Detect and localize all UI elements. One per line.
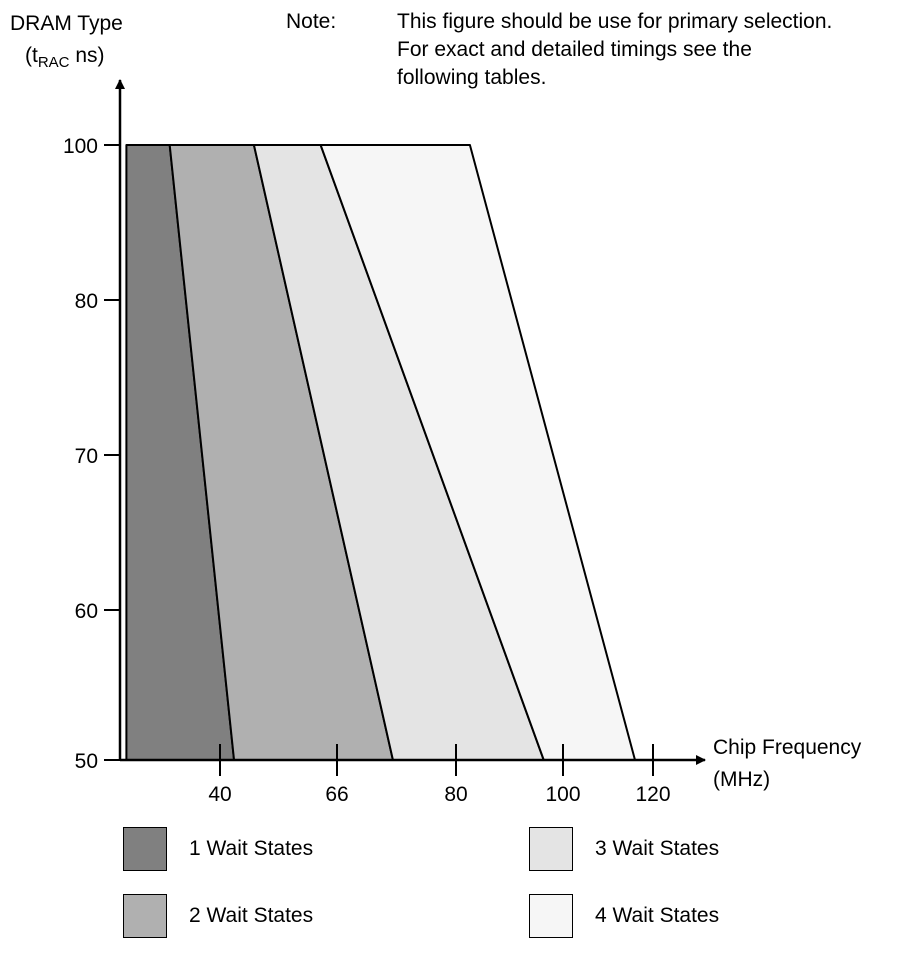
y-axis-label-tail: ns) [70,44,105,67]
x-tick-label: 120 [635,783,670,806]
y-axis-label-main: (t [25,44,38,67]
legend-label-1: 1 Wait States [189,837,314,860]
x-tick-label: 80 [444,783,467,806]
legend-swatch-4 [529,894,573,938]
legend-label-3: 3 Wait States [595,837,720,860]
y-tick-label: 50 [75,750,98,773]
legend-label-2: 2 Wait States [189,904,314,927]
legend-swatch-1 [123,827,167,871]
wait-state-regions [125,144,636,761]
note-line-1: This figure should be use for primary se… [397,10,833,33]
axes [115,79,706,765]
note-line-3: following tables. [397,66,547,89]
note-line-2: For exact and detailed timings see the [397,38,752,61]
x-tick-label: 66 [325,783,348,806]
x-axis-label-line2: (MHz) [713,768,770,791]
x-axis-label-line1: Chip Frequency [713,736,862,759]
legend-item-4-wait-states: 4 Wait States [529,894,719,938]
note-label: Note: [286,10,337,33]
y-tick-label: 70 [75,445,98,468]
legend-item-3-wait-states: 3 Wait States [529,827,719,871]
x-tick-label: 40 [208,783,231,806]
legend-item-2-wait-states: 2 Wait States [123,894,313,938]
legend-label-4: 4 Wait States [595,904,720,927]
y-axis-label-subscript: RAC [38,54,70,71]
x-tick-label: 100 [545,783,580,806]
y-tick-label: 80 [75,290,98,313]
legend-swatch-2 [123,894,167,938]
y-axis-label-line1: DRAM Type [10,12,123,35]
x-ticks: 40 66 80 100 120 [208,744,671,806]
y-axis-label-line2: (tRAC ns) [25,44,105,71]
y-tick-label: 60 [75,600,98,623]
legend-item-1-wait-states: 1 Wait States [123,827,313,871]
legend-swatch-3 [529,827,573,871]
y-tick-label: 100 [63,135,98,158]
y-ticks: 100 80 70 60 50 [63,135,120,773]
